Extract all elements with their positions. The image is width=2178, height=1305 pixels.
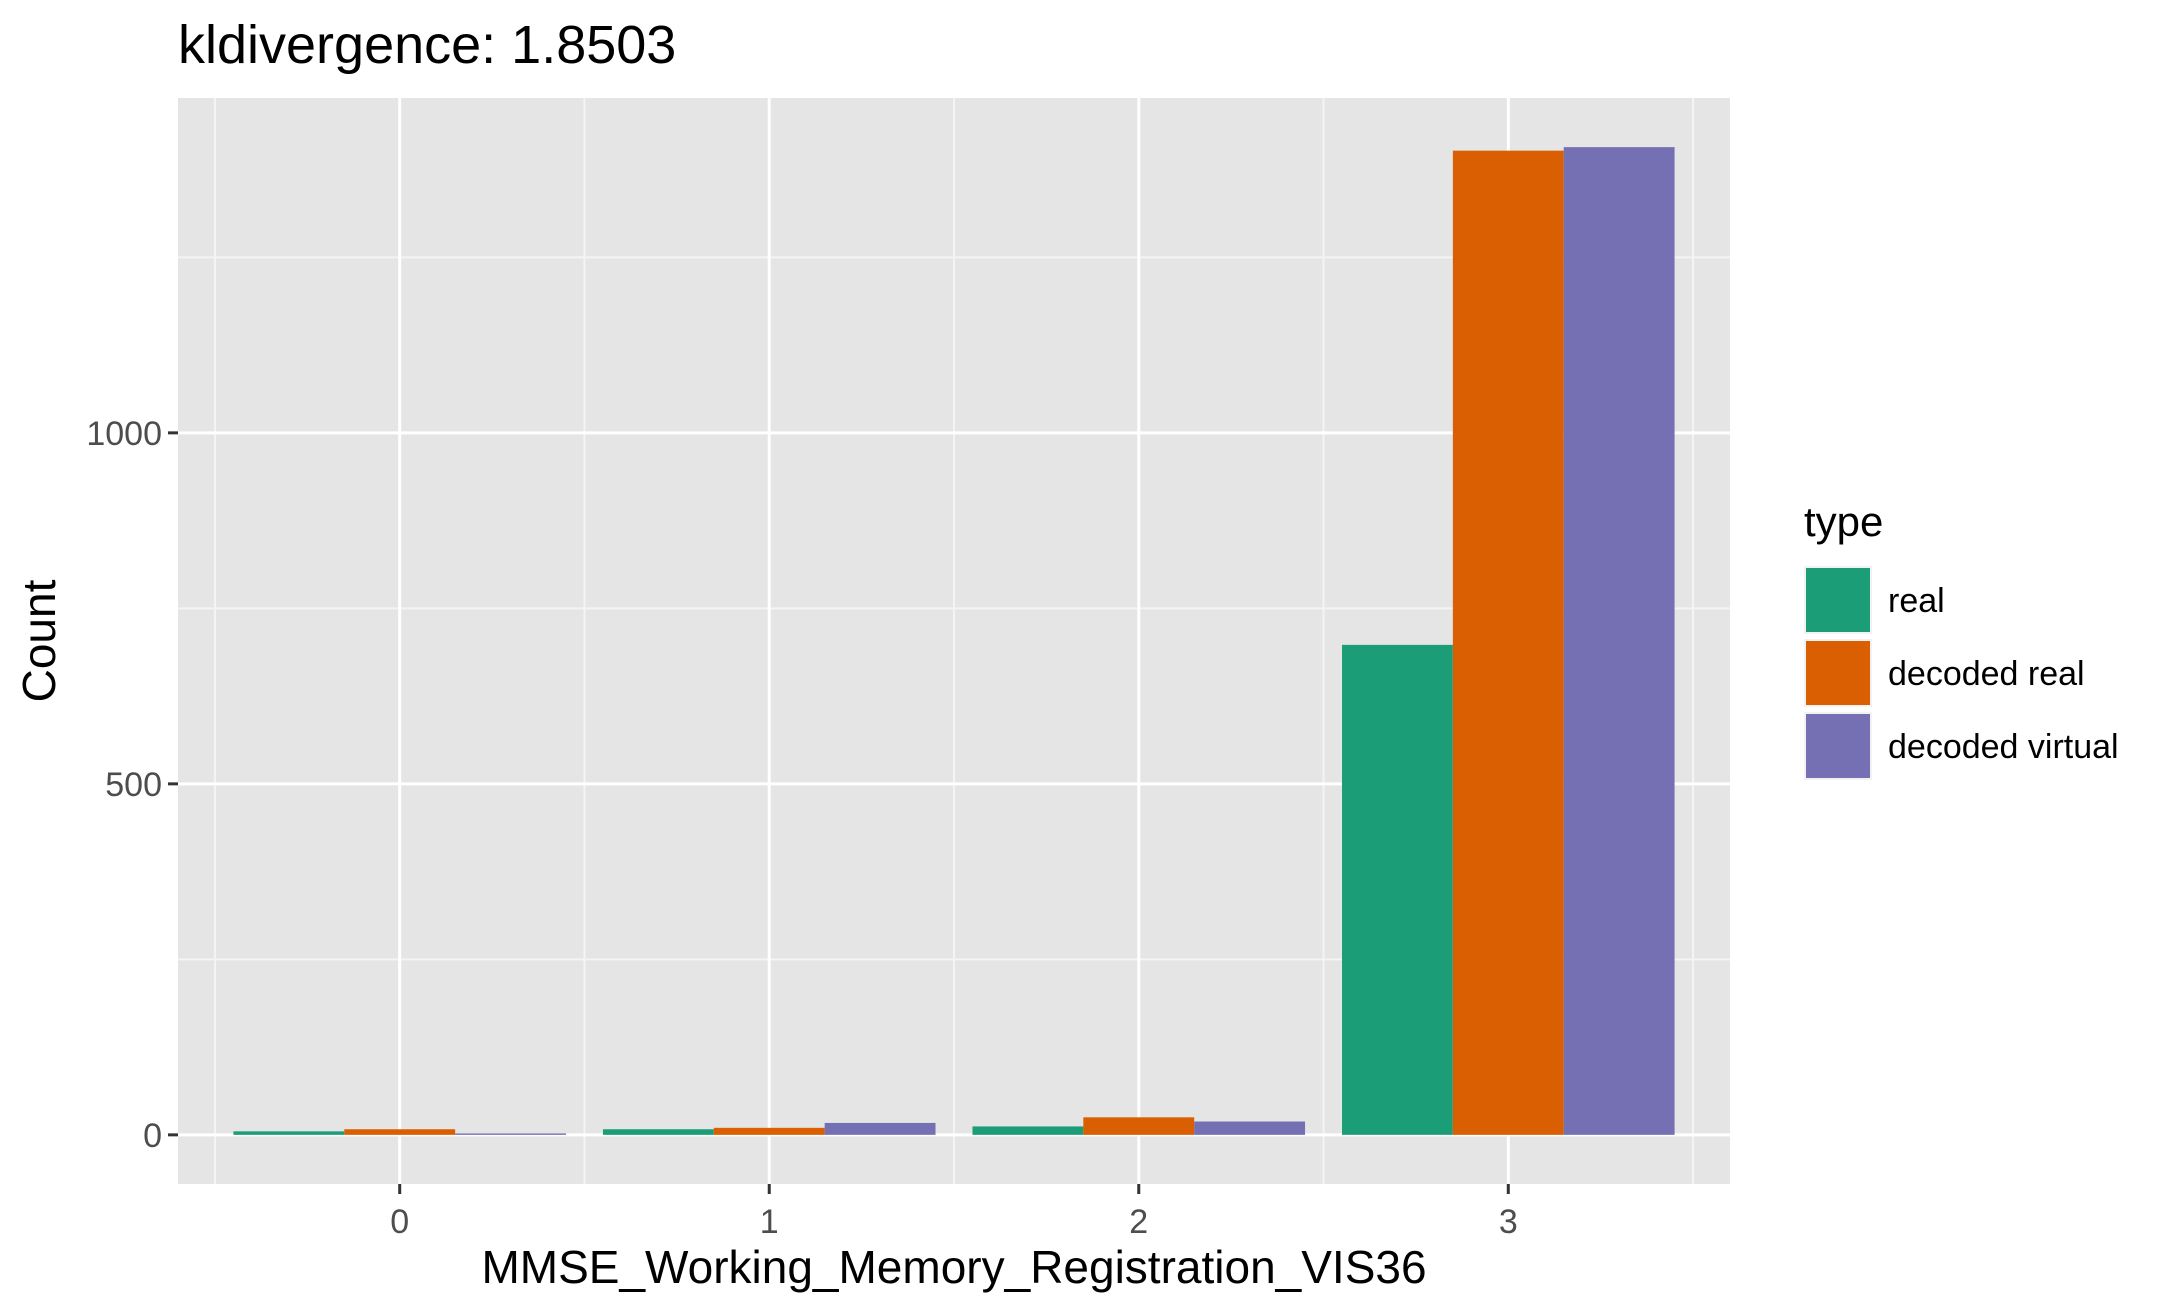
- bar: [1563, 147, 1675, 1135]
- legend-title: type: [1804, 498, 1883, 545]
- legend: type real decoded real decoded virtual: [1804, 498, 2119, 780]
- legend-label: decoded real: [1888, 655, 2085, 693]
- x-axis-title: MMSE_Working_Memory_Registration_VIS36: [481, 1241, 1426, 1293]
- y-tick-label: 500: [105, 766, 162, 804]
- bar: [713, 1127, 825, 1135]
- x-tick-label: 3: [1499, 1203, 1518, 1241]
- y-axis-title: Count: [13, 579, 65, 702]
- bar: [824, 1122, 936, 1135]
- bar: [455, 1133, 566, 1135]
- chart-title: kldivergence: 1.8503: [178, 15, 676, 75]
- y-tick-label: 0: [143, 1117, 162, 1155]
- legend-key-swatch: [1806, 568, 1870, 632]
- x-tick-label: 0: [390, 1203, 409, 1241]
- x-tick-label: 2: [1129, 1203, 1148, 1241]
- y-tick-label: 1000: [86, 415, 162, 453]
- axes: 0 500 1000 0 1 2 3: [86, 415, 1517, 1241]
- bar: [972, 1126, 1084, 1135]
- legend-label: decoded virtual: [1888, 728, 2119, 766]
- bar: [1083, 1117, 1195, 1135]
- bar: [344, 1129, 456, 1135]
- legend-key-swatch: [1806, 641, 1870, 705]
- bar: [233, 1131, 345, 1135]
- x-tick-label: 1: [760, 1203, 779, 1241]
- legend-label: real: [1888, 582, 1945, 620]
- legend-key-swatch: [1806, 714, 1870, 778]
- bar: [1342, 644, 1453, 1135]
- bar: [1194, 1121, 1306, 1135]
- bar: [602, 1129, 714, 1135]
- bar: [1452, 150, 1564, 1135]
- bars: [233, 147, 1675, 1135]
